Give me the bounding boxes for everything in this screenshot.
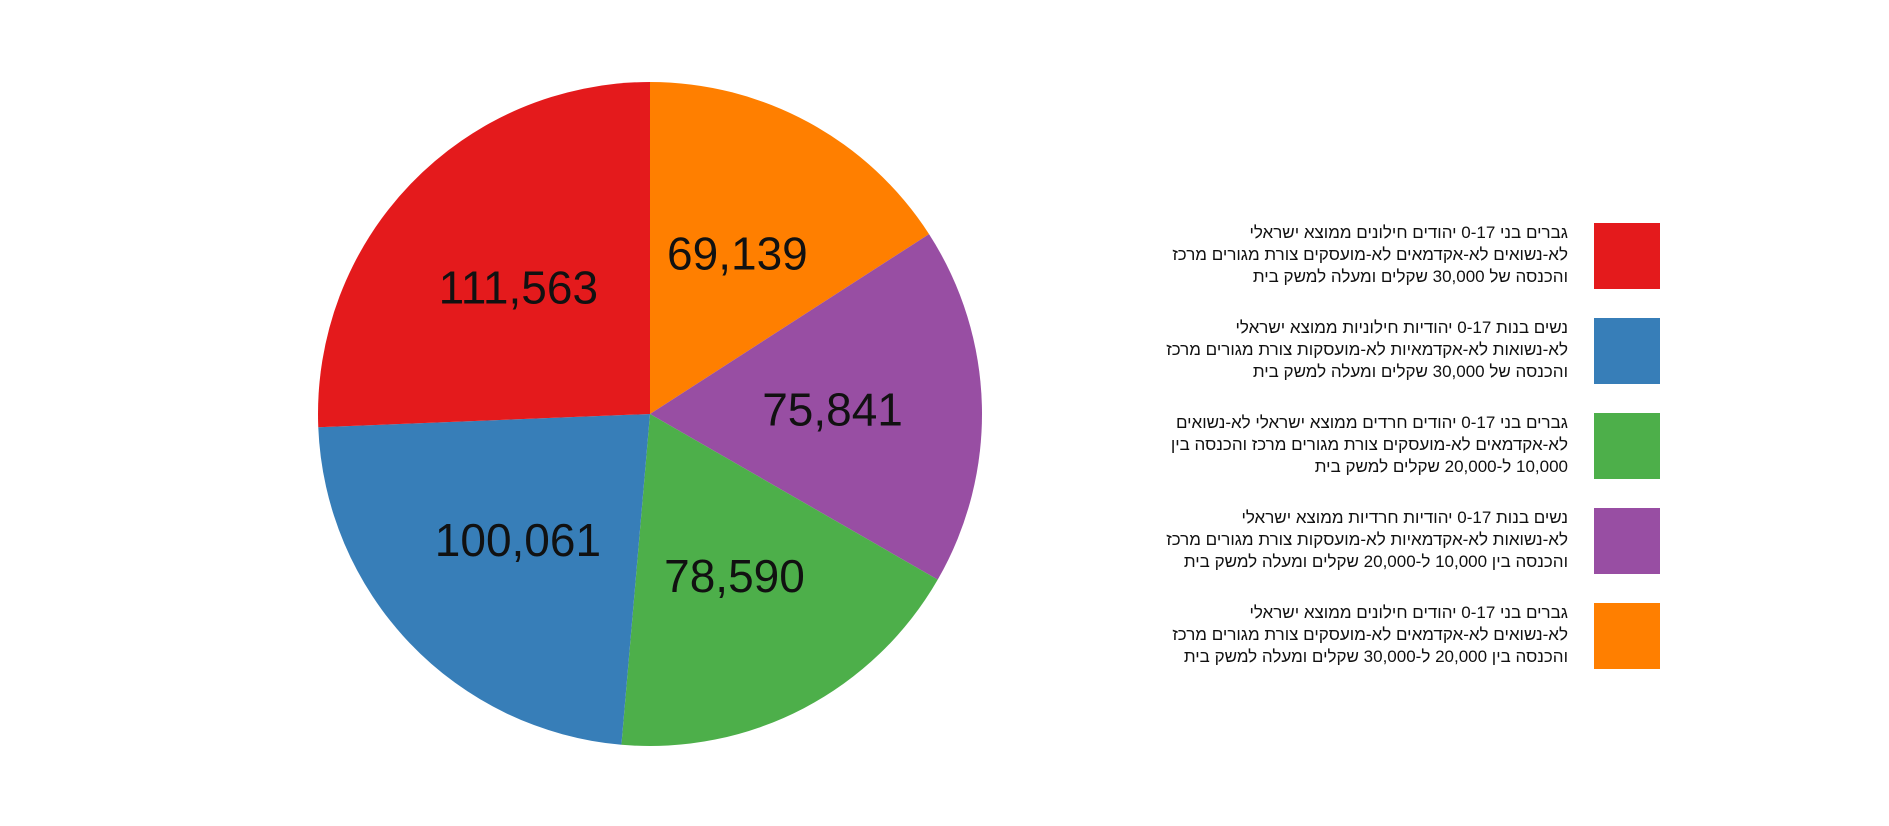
legend-swatch [1594,223,1660,289]
pie-slices [318,82,982,746]
legend: גברים בני 0-17 יהודים חילונים ממוצא ישרא… [1040,222,1660,697]
legend-swatch [1594,318,1660,384]
legend-item: גברים בני 0-17 יהודים חרדים ממוצא ישראלי… [1040,412,1660,479]
legend-label: נשים בנות 0-17 יהודיות חילוניות ממוצא יש… [1048,317,1568,383]
pie-value-label-2: 78,590 [664,550,805,602]
legend-label-line: והכנסה בין 20,000 ל-30,000 שקלים ומעלה ל… [1183,647,1568,666]
legend-label-line: נשים בנות 0-17 יהודיות חרדיות ממוצא ישרא… [1241,508,1568,527]
pie-value-labels: 69,139 75,841 78,590 100,061 111,563 [435,228,903,602]
legend-swatch [1594,413,1660,479]
legend-swatch [1594,603,1660,669]
legend-item: גברים בני 0-17 יהודים חילונים ממוצא ישרא… [1040,222,1660,289]
legend-label-line: גברים בני 0-17 יהודים חילונים ממוצא ישרא… [1249,603,1568,622]
legend-item: נשים בנות 0-17 יהודיות חרדיות ממוצא ישרא… [1040,507,1660,574]
pie-value-label-3: 100,061 [435,514,601,566]
legend-label-line: 10,000 ל-20,000 שקלים למשק בית [1314,457,1568,476]
legend-label-line: והכנסה של 30,000 שקלים ומעלה למשק בית [1252,267,1568,286]
pie-slice-1 [650,234,982,580]
legend-label-line: לא-נשואות לא-אקדמאיות לא-מועסקות צורת מג… [1166,530,1568,549]
legend-item: גברים בני 0-17 יהודים חילונים ממוצא ישרא… [1040,602,1660,669]
pie-value-label-0: 69,139 [667,228,808,280]
pie-slice-4 [318,82,650,428]
legend-label-line: לא-נשואות לא-אקדמאיות לא-מועסקות צורת מג… [1166,340,1568,359]
legend-label-line: נשים בנות 0-17 יהודיות חילוניות ממוצא יש… [1235,318,1568,337]
legend-label-line: לא-אקדמאים לא-מועסקים צורת מגורים מרכז ו… [1170,435,1568,454]
legend-label-line: והכנסה בין 10,000 ל-20,000 שקלים ומעלה ל… [1183,552,1568,571]
legend-label-line: לא-נשואים לא-אקדמאים לא-מועסקים צורת מגו… [1172,625,1568,644]
legend-item: נשים בנות 0-17 יהודיות חילוניות ממוצא יש… [1040,317,1660,384]
legend-label: נשים בנות 0-17 יהודיות חרדיות ממוצא ישרא… [1048,507,1568,573]
pie-value-label-4: 111,563 [439,261,598,313]
pie-slice-3 [318,414,650,745]
legend-label-line: והכנסה של 30,000 שקלים ומעלה למשק בית [1252,362,1568,381]
legend-label-line: גברים בני 0-17 יהודים חרדים ממוצא ישראלי… [1175,413,1568,432]
legend-label: גברים בני 0-17 יהודים חילונים ממוצא ישרא… [1048,602,1568,668]
legend-swatch [1594,508,1660,574]
pie-slice-0 [650,82,930,414]
pie-slice-2 [621,414,938,746]
legend-label-line: גברים בני 0-17 יהודים חילונים ממוצא ישרא… [1249,223,1568,242]
legend-label: גברים בני 0-17 יהודים חילונים ממוצא ישרא… [1048,222,1568,288]
pie-value-label-1: 75,841 [762,383,903,435]
legend-label-line: לא-נשואים לא-אקדמאים לא-מועסקים צורת מגו… [1172,245,1568,264]
legend-label: גברים בני 0-17 יהודים חרדים ממוצא ישראלי… [1048,412,1568,478]
